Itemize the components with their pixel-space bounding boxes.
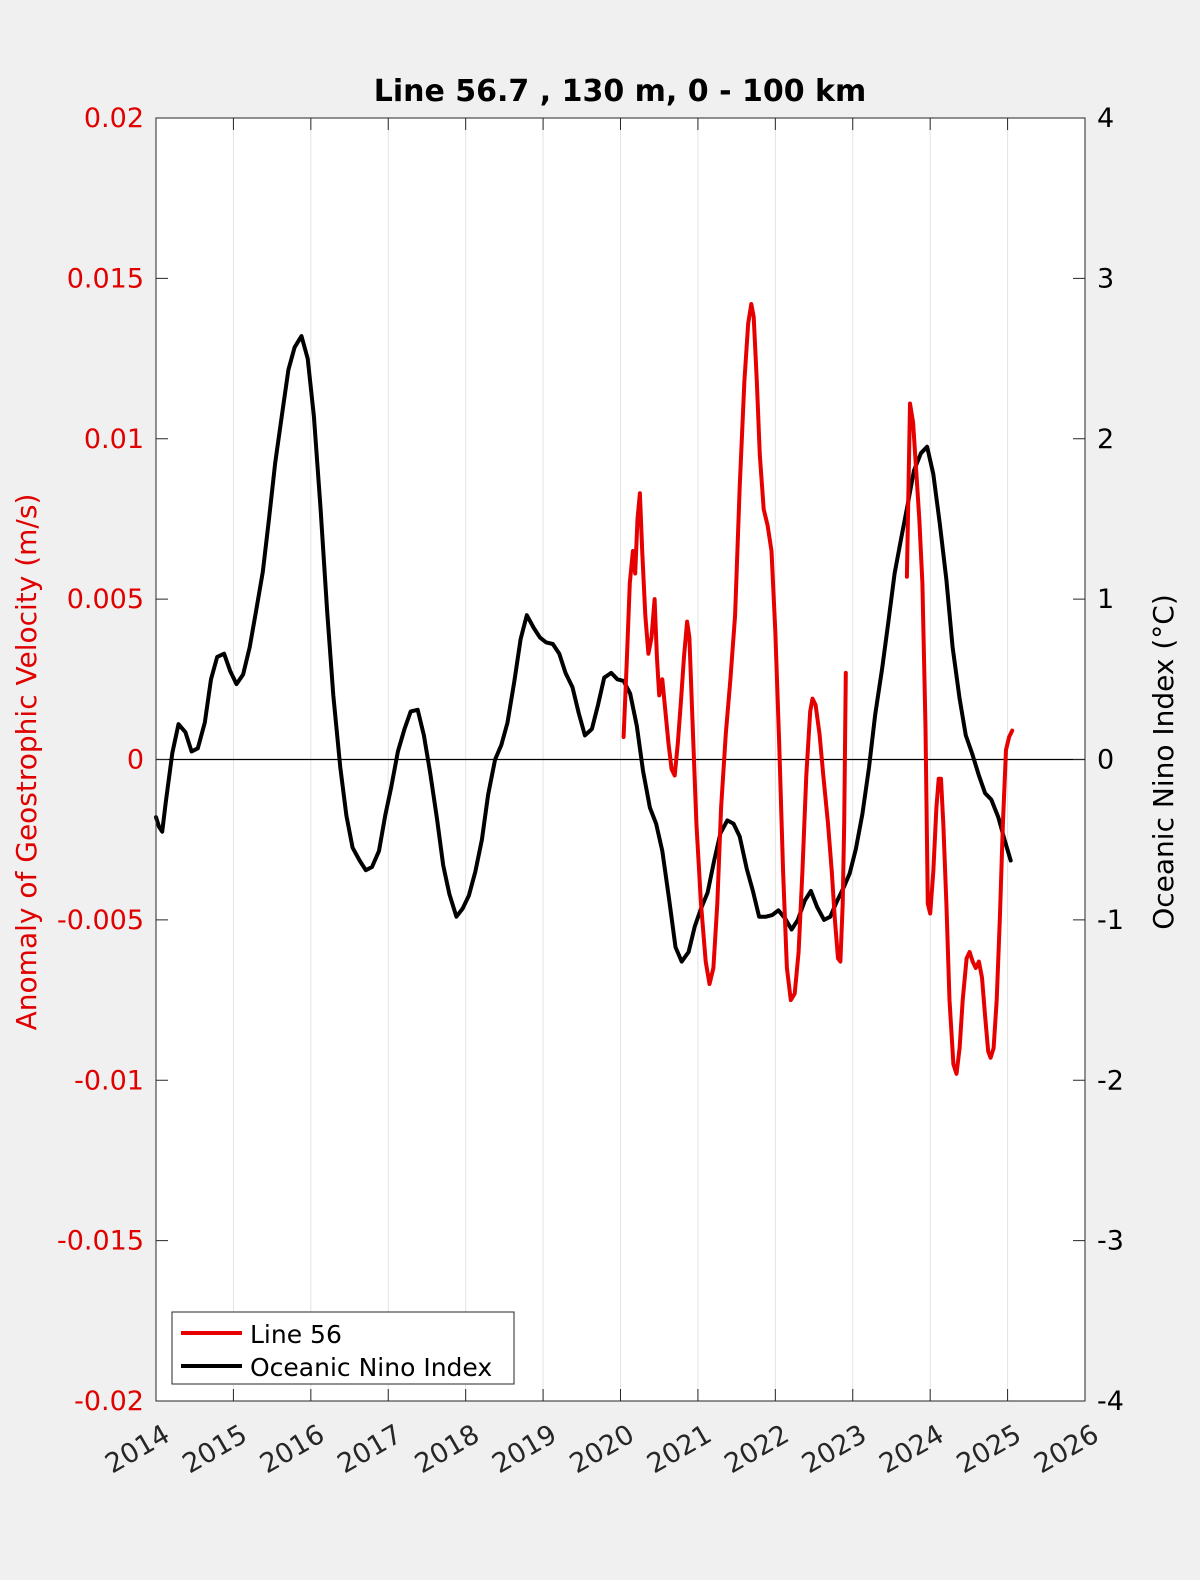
series-line-oceanic-nino-index-segment-1 <box>154 334 1013 964</box>
y-axis-left-label: Anomaly of Geostrophic Velocity (m/s) <box>10 494 43 1031</box>
y-left-tick-label: 0.01 <box>84 424 144 455</box>
y-right-tick-label: -3 <box>1097 1226 1124 1257</box>
y-right-tick-label: -1 <box>1097 905 1124 936</box>
y-left-tick-label: 0.005 <box>67 584 144 615</box>
y-axis-right-label: Oceanic Nino Index (°C) <box>1147 594 1180 930</box>
y-right-tick-label: 3 <box>1097 263 1114 294</box>
y-right-tick-label: 1 <box>1097 584 1114 615</box>
y-right-tick-label: 2 <box>1097 424 1114 455</box>
legend: Line 56 Oceanic Nino Index <box>171 1311 515 1385</box>
series-line-line-56-segment-2 <box>904 401 1015 1076</box>
y-left-tick-label: -0.015 <box>57 1226 144 1257</box>
y-right-tick-label: 0 <box>1097 745 1114 776</box>
series-layer <box>154 302 1015 1076</box>
y-left-tick-label: 0 <box>127 745 144 776</box>
y-right-tick-label: -4 <box>1097 1386 1124 1417</box>
legend-label-oni: Oceanic Nino Index <box>250 1353 492 1382</box>
y-left-tick-label: -0.005 <box>57 905 144 936</box>
legend-label-line-56: Line 56 <box>250 1320 342 1349</box>
chart-title: Line 56.7 , 130 m, 0 - 100 km <box>374 74 867 109</box>
tick-label-layer: 2014 2015 2016 2017 2018 2019 2020 2021 2022 2023… <box>57 103 1124 1480</box>
y-left-tick-label: 0.02 <box>84 103 144 134</box>
y-left-tick-label: 0.015 <box>67 263 144 294</box>
legend-box <box>171 1311 515 1385</box>
y-left-tick-label: -0.01 <box>74 1065 144 1096</box>
tick-layer <box>155 117 1086 1402</box>
series-line-line-56-segment-1 <box>621 302 848 1003</box>
y-right-tick-label: 4 <box>1097 103 1114 134</box>
y-right-tick-label: -2 <box>1097 1065 1124 1096</box>
y-left-tick-label: -0.02 <box>74 1386 144 1417</box>
